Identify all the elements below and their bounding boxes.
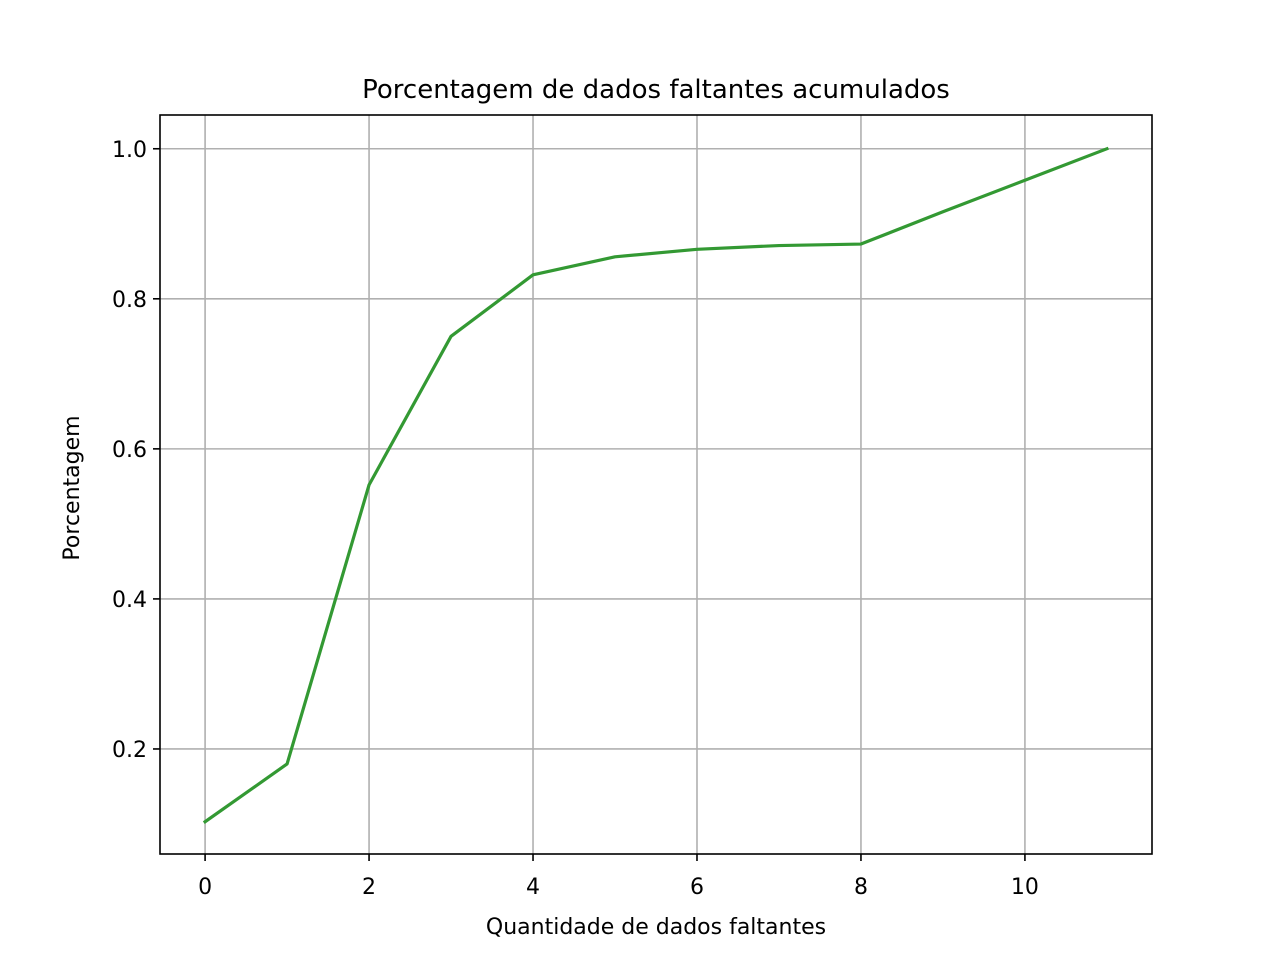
x-tick-label: 2 (362, 875, 376, 900)
x-tick-label: 0 (198, 875, 212, 900)
y-axis-label: Porcentagem (60, 415, 85, 560)
x-axis-label: Quantidade de dados faltantes (486, 915, 826, 940)
grid-lines (160, 115, 1152, 854)
x-tick-labels: 0 2 4 6 8 10 (198, 875, 1039, 900)
tick-marks (153, 147, 1026, 861)
series-line (202, 146, 1109, 824)
x-tick-label: 10 (1011, 875, 1039, 900)
y-tick-label: 0.4 (112, 588, 147, 613)
x-tick-label: 6 (690, 875, 704, 900)
plot-area-frame (159, 114, 1153, 855)
y-tick-label: 0.8 (112, 288, 147, 313)
series-layer (202, 146, 1109, 824)
y-tick-label: 0.2 (112, 738, 147, 763)
x-tick-label: 4 (526, 875, 540, 900)
chart-title: Porcentagem de dados faltantes acumulado… (362, 75, 950, 105)
y-tick-labels: 0.2 0.4 0.6 0.8 1.0 (112, 138, 147, 763)
y-tick-label: 0.6 (112, 438, 147, 463)
x-tick-label: 8 (854, 875, 868, 900)
y-tick-label: 1.0 (112, 138, 147, 163)
